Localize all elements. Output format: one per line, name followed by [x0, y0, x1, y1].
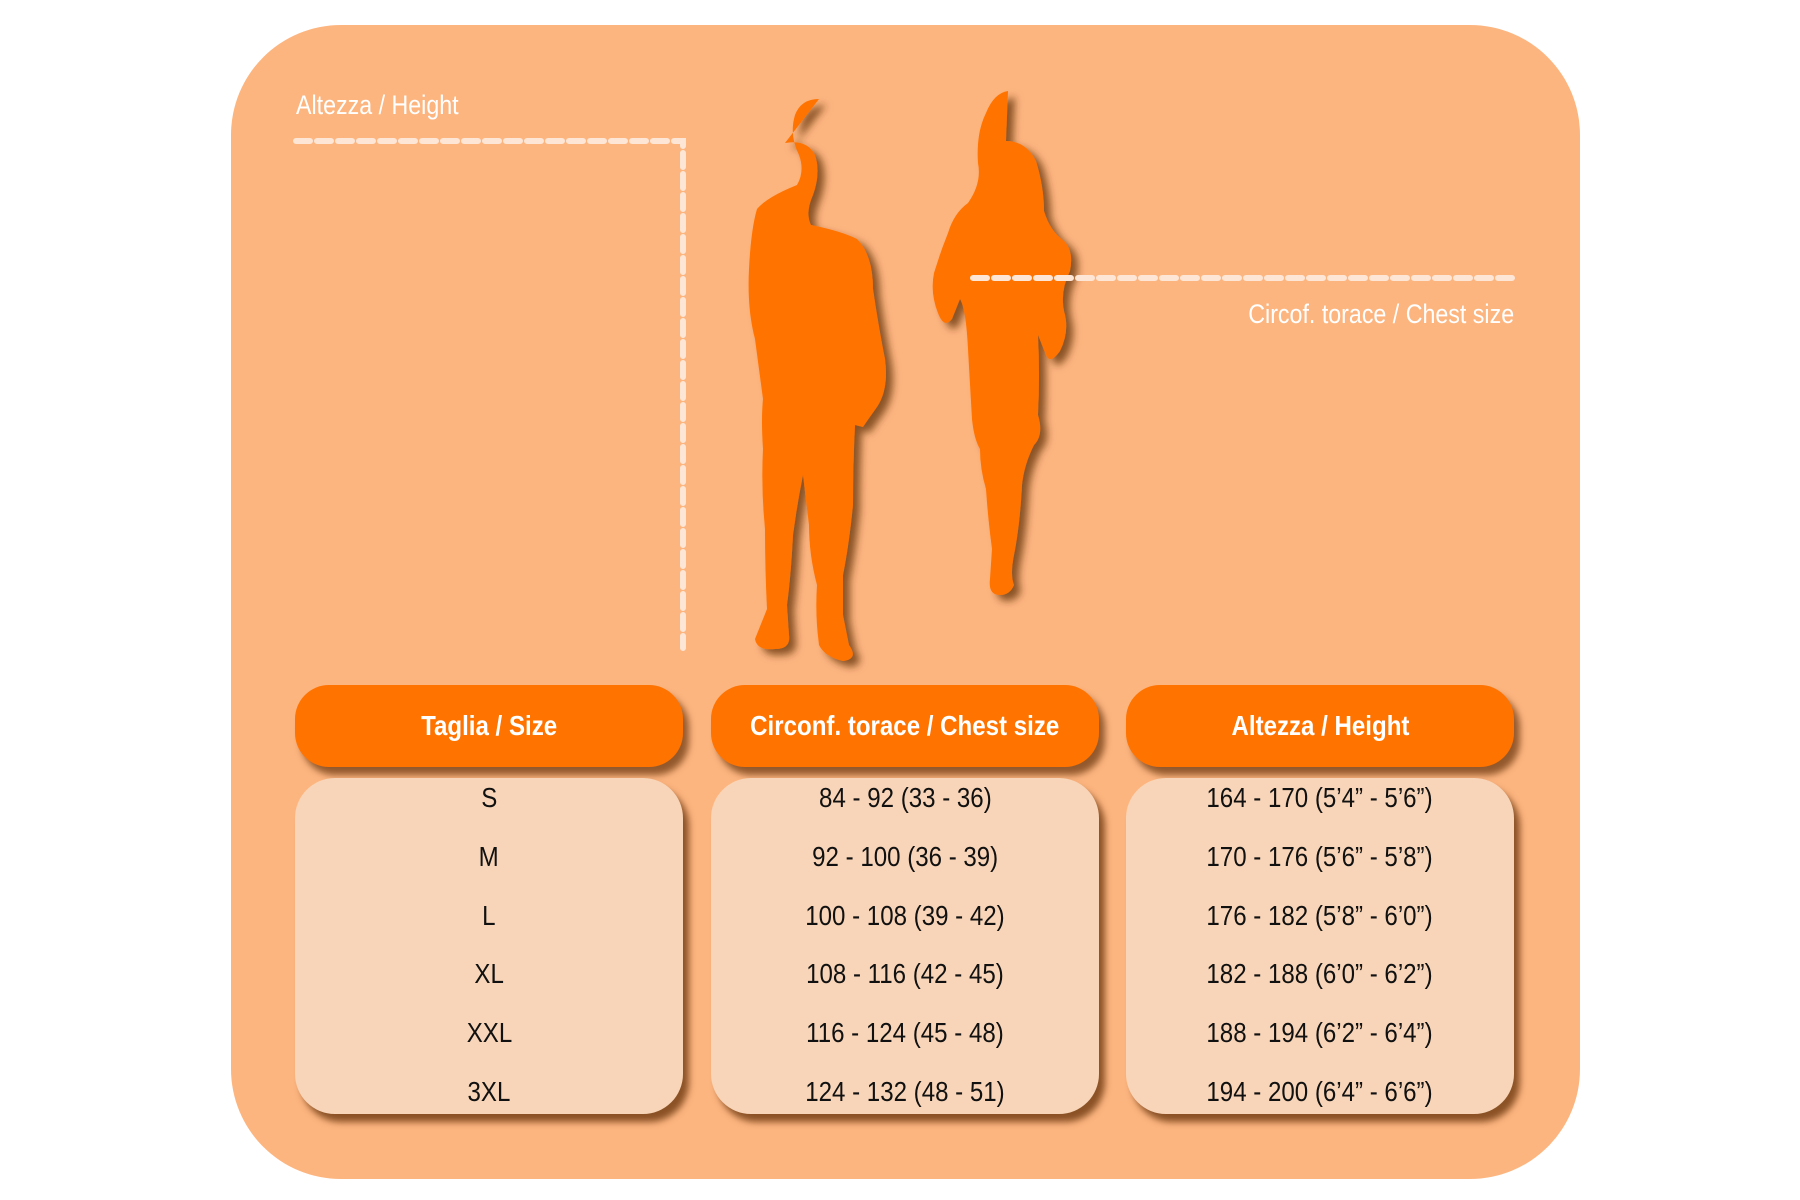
size-column: Taglia / Size S M L XL XXL 3XL: [295, 685, 683, 1114]
column-header: Taglia / Size: [295, 685, 683, 767]
column-body: S M L XL XXL 3XL: [295, 778, 683, 1114]
table-cell: 92 - 100 (36 - 39): [811, 841, 999, 872]
chest-size-label: Circof. torace / Chest size: [1248, 299, 1514, 329]
man-silhouette-icon: [748, 99, 886, 661]
height-column: Altezza / Height 164 - 170 (5’4” - 5’6”)…: [1126, 685, 1514, 1114]
table-cell: XXL: [466, 1017, 512, 1048]
table-cell: XL: [474, 958, 504, 989]
column-header: Altezza / Height: [1126, 685, 1514, 767]
table-cell: 116 - 124 (45 - 48): [806, 1017, 1004, 1048]
table-cell: 176 - 182 (5’8” - 6’0”): [1206, 900, 1434, 931]
table-cell: 3XL: [467, 1076, 511, 1107]
table-cell: 194 - 200 (6’4” - 6’6”): [1206, 1076, 1434, 1107]
height-guide-line: [293, 138, 686, 651]
table-cell: 164 - 170 (5’4” - 5’6”): [1206, 782, 1434, 813]
table-cell: 170 - 176 (5’6” - 5’8”): [1206, 841, 1434, 872]
column-header: Circonf. torace / Chest size: [711, 685, 1099, 767]
table-cell: L: [482, 900, 496, 931]
table-cell: S: [480, 782, 498, 813]
chest-column: Circonf. torace / Chest size 84 - 92 (33…: [711, 685, 1099, 1114]
height-label: Altezza / Height: [296, 90, 459, 120]
table-cell: 182 - 188 (6’0” - 6’2”): [1206, 958, 1434, 989]
table-cell: 108 - 116 (42 - 45): [806, 958, 1004, 989]
column-body: 164 - 170 (5’4” - 5’6”) 170 - 176 (5’6” …: [1126, 778, 1514, 1114]
table-cell: 84 - 92 (33 - 36): [818, 782, 992, 813]
table-cell: 100 - 108 (39 - 42): [805, 900, 1005, 931]
table-cell: 188 - 194 (6’2” - 6’4”): [1206, 1017, 1434, 1048]
table-cell: 124 - 132 (48 - 51): [805, 1076, 1005, 1107]
table-cell: M: [478, 841, 500, 872]
column-body: 84 - 92 (33 - 36) 92 - 100 (36 - 39) 100…: [711, 778, 1099, 1114]
woman-silhouette-icon: [932, 91, 1072, 595]
